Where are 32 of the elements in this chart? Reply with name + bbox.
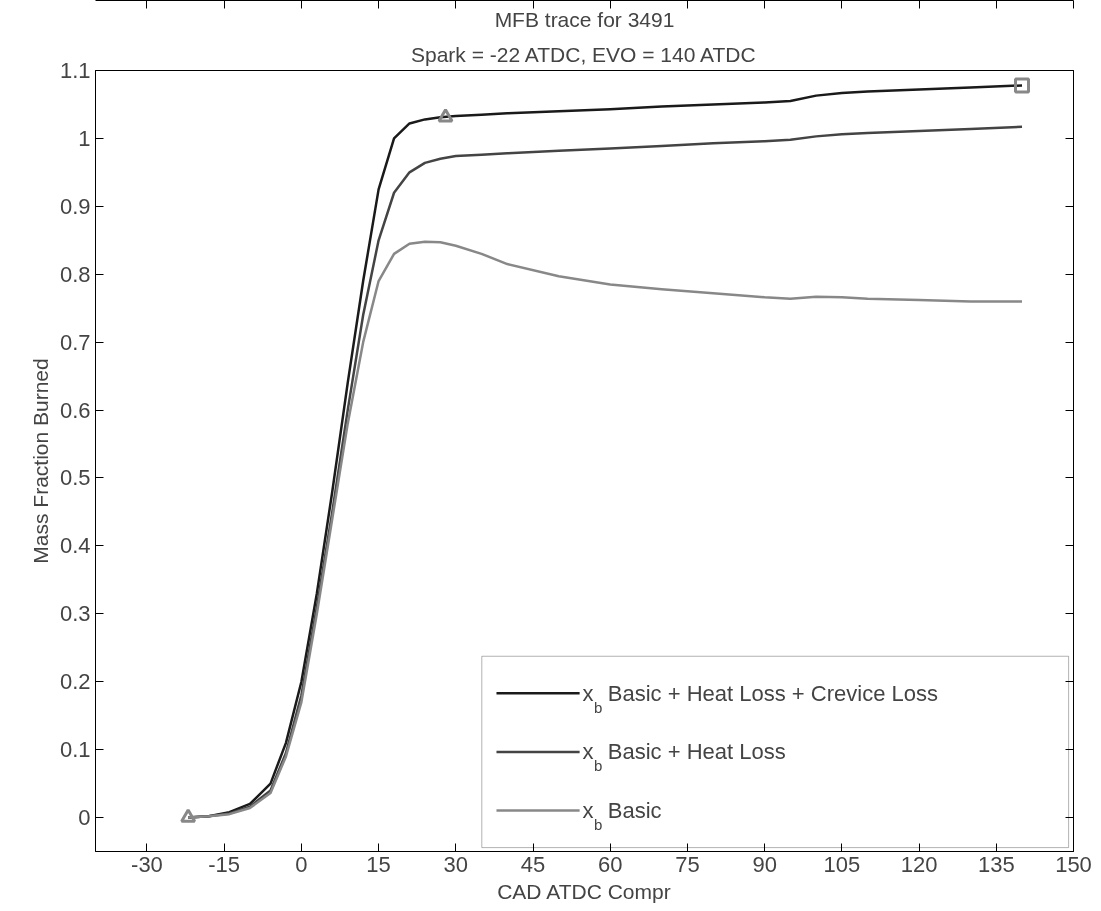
y-tick-label: 0.7: [59, 329, 91, 355]
y-tick-label: 0: [78, 805, 91, 831]
chart-subtitle: Spark = -22 ATDC, EVO = 140 ATDC: [410, 42, 756, 66]
y-tick-label: 0.1: [59, 737, 91, 763]
y-tick-label: 0.8: [59, 261, 91, 287]
y-axis-title: Mass Fraction Burned: [28, 358, 52, 564]
x-tick-label: -30: [131, 851, 163, 877]
x-tick-label: 120: [900, 851, 938, 877]
point: [1014, 77, 1031, 94]
point: [180, 808, 197, 823]
y-tick-label: 0.5: [59, 465, 91, 491]
x-tick-label: 30: [443, 851, 469, 877]
x-tick-label: 60: [598, 851, 623, 877]
point: [437, 108, 454, 123]
x-tick-label: -15: [208, 851, 241, 877]
x-tick-label: 135: [977, 851, 1015, 877]
x-tick-label: 90: [752, 851, 777, 877]
y-tick-label: 0.9: [59, 193, 91, 219]
x-tick-label: 150: [1055, 851, 1092, 877]
x-tick-label: 105: [823, 851, 861, 877]
y-tick-label: 0.2: [59, 669, 91, 695]
y-tick-label: 0.3: [59, 601, 91, 627]
x-tick-label: 45: [520, 851, 546, 877]
y-tick-label: 0.6: [59, 397, 91, 423]
x-axis-title: CAD ATDC Compr: [497, 879, 671, 903]
y-tick-label: 1: [78, 125, 91, 151]
y-tick-label: 0.4: [59, 533, 91, 559]
x-tick-label: 0: [295, 851, 308, 877]
x-tick-label: 15: [366, 851, 391, 877]
x-tick-label: 75: [675, 851, 700, 877]
chart-title: MFB trace for 3491: [494, 7, 675, 31]
y-tick-label: 1.1: [59, 58, 91, 83]
